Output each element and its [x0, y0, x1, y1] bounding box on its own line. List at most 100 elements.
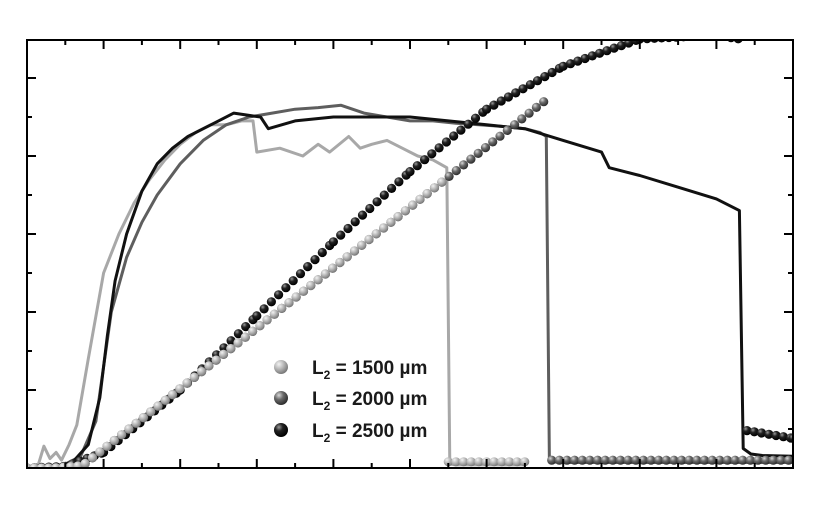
data-point [470, 113, 481, 123]
data-point [303, 262, 313, 272]
legend-marker-icon [274, 423, 288, 437]
data-point [784, 455, 793, 465]
data-point [474, 457, 484, 467]
data-point [262, 315, 272, 325]
data-point [778, 432, 789, 442]
data-point [742, 426, 752, 436]
data-point [394, 177, 404, 187]
legend-label: L2 = 2500 µm [312, 421, 427, 445]
data-point [336, 230, 346, 240]
data-point [73, 461, 83, 468]
data-point [449, 131, 459, 141]
data-point [466, 457, 476, 467]
data-point [570, 455, 580, 465]
data-point [95, 447, 105, 457]
data-point [349, 246, 360, 256]
data-point [768, 455, 778, 465]
data-point [226, 336, 236, 346]
data-point [525, 80, 535, 90]
data-point [496, 96, 506, 106]
data-point [482, 104, 492, 114]
data-point [745, 455, 756, 465]
data-point [466, 154, 476, 164]
data-point [609, 43, 619, 53]
data-point [146, 407, 156, 417]
data-point [757, 428, 767, 438]
data-point [167, 390, 178, 400]
data-point [182, 378, 192, 388]
legend: L2 = 1500 µm L2 = 2000 µm L2 = 2500 µm [274, 358, 427, 445]
data-point [547, 67, 557, 78]
data-point [730, 455, 740, 465]
data-point [587, 51, 597, 61]
data-point [504, 457, 514, 467]
data-point [310, 255, 320, 265]
data-point [615, 455, 626, 465]
plot-area [27, 40, 793, 468]
legend-label: L2 = 2000 µm [312, 389, 427, 413]
data-point [218, 349, 229, 359]
data-point [520, 457, 530, 467]
data-point [540, 72, 550, 82]
data-point [328, 263, 338, 273]
data-point [387, 183, 397, 193]
data-point [715, 455, 725, 465]
data-point [722, 455, 733, 465]
data-point [502, 125, 512, 135]
data-point [277, 303, 287, 313]
data-point [317, 247, 327, 258]
data-point [248, 326, 258, 336]
data-point [616, 41, 627, 51]
data-point [497, 457, 507, 467]
data-point [80, 458, 90, 468]
data-point [153, 401, 163, 411]
data-point [412, 161, 422, 171]
data-point [240, 332, 250, 342]
data-point [365, 203, 375, 214]
data-point [707, 455, 717, 465]
data-point [573, 56, 583, 66]
data-point [408, 200, 418, 210]
data-point [429, 183, 440, 193]
data-point [585, 455, 595, 465]
data-point [788, 433, 793, 443]
data-point [37, 463, 47, 468]
data-point [669, 455, 679, 465]
data-point [565, 59, 576, 69]
data-point [444, 171, 454, 181]
data-point [764, 429, 774, 439]
data-point [117, 430, 127, 440]
data-point [638, 455, 649, 465]
data-point [175, 384, 185, 394]
data-point [288, 276, 298, 286]
data-point [350, 217, 360, 227]
data-point [434, 143, 444, 153]
data-point [512, 457, 522, 467]
data-point [441, 137, 451, 147]
data-point [252, 311, 262, 321]
data-point [266, 297, 276, 307]
data-point [738, 455, 748, 465]
data-point [554, 455, 565, 465]
data-point [443, 457, 453, 467]
data-point [313, 275, 323, 285]
data-point [776, 455, 786, 465]
data-point [661, 455, 671, 465]
data-point [753, 455, 763, 465]
data-point [456, 125, 466, 135]
data-point [211, 355, 221, 365]
data-point [364, 234, 374, 245]
data-point [189, 372, 199, 382]
data-point [87, 453, 98, 463]
data-point [531, 102, 542, 112]
data-point [692, 455, 702, 465]
data-point [393, 212, 403, 222]
data-point [259, 304, 269, 314]
data-point [357, 240, 367, 250]
data-point [415, 194, 425, 204]
data-point [160, 395, 170, 405]
data-point [524, 108, 534, 118]
data-point [291, 292, 301, 302]
